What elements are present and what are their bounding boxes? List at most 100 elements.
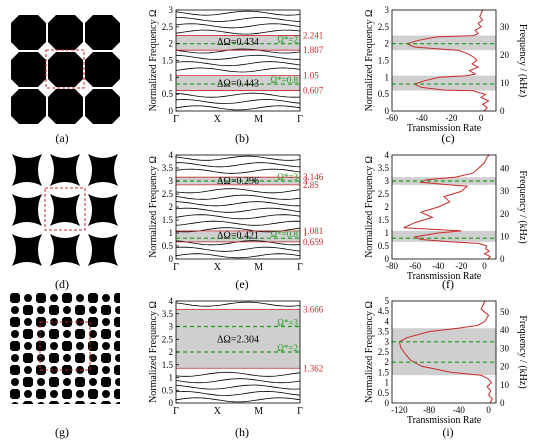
y-tick-label: 4.5 <box>378 306 390 316</box>
band-branch <box>176 162 301 168</box>
y-tick-label: 3.5 <box>162 163 174 173</box>
x-tick-label: -40 <box>453 405 465 415</box>
y-tick-label: 3.5 <box>378 327 390 337</box>
target-frequency-label: Ω*=2 <box>277 343 298 353</box>
right-y-tick-label: 10 <box>500 78 510 88</box>
y-tick-label: 4 <box>385 150 390 160</box>
transmission-curve <box>405 9 490 112</box>
plot-frame <box>391 9 497 112</box>
band-branch <box>175 378 301 384</box>
band-chart-b: Ω*=2 Ω*=0.8 ΔΩ=0.434 ΔΩ=0.443 2.241 1.807 1.05… <box>148 5 324 125</box>
y-tick-label: 2 <box>385 202 390 212</box>
gap-width-label: ΔΩ=2.304 <box>217 334 259 345</box>
y-tick-label: 3 <box>385 176 390 186</box>
target-frequency-label: Ω*=2 <box>277 35 298 45</box>
unit-cell-d <box>8 150 122 268</box>
x-tick-label: -60 <box>409 261 421 271</box>
band-gap <box>176 177 300 185</box>
y-tick-label: 1 <box>169 373 174 383</box>
unit-cell-outline-d <box>44 187 86 231</box>
band-branch <box>175 397 301 403</box>
y-tick-label: 1 <box>385 378 390 388</box>
unit-cell-outline-g <box>39 321 91 371</box>
right-y-axis-label: Frequency / (kHz) <box>517 170 528 243</box>
panel-label-f: (f) <box>442 277 454 291</box>
y-tick-label: 2 <box>385 39 390 49</box>
right-y-tick-label: 10 <box>500 380 510 390</box>
y-tick-label: 2.5 <box>378 347 390 357</box>
band-branch <box>175 371 301 377</box>
y-tick-label: 0.5 <box>378 241 390 251</box>
y-tick-label: 3 <box>169 322 174 332</box>
gap-width-label: ΔΩ=0.421 <box>217 231 259 242</box>
x-tick-label: M <box>254 406 263 417</box>
band-gap <box>176 75 300 91</box>
gap-width-label: ΔΩ=0.434 <box>217 37 259 48</box>
x-tick-label: Γ <box>173 114 179 125</box>
y-tick-label: 0.5 <box>378 388 390 398</box>
y-tick-label: 1.5 <box>162 56 174 66</box>
y-tick-label: 1.5 <box>162 360 174 370</box>
transmission-curve <box>403 154 492 260</box>
charts: Ω*=2 Ω*=0.8 ΔΩ=0.434 ΔΩ=0.443 2.241 1.807 1.05… <box>148 5 528 426</box>
right-y-tick-label: 20 <box>500 362 510 372</box>
y-tick-label: 2.5 <box>162 22 174 32</box>
x-tick-label: -40 <box>416 113 428 123</box>
y-tick-label: 2 <box>169 202 174 212</box>
band-branch <box>175 54 300 60</box>
y-tick-label: 1.5 <box>378 367 390 377</box>
y-tick-label: 0.5 <box>162 385 174 395</box>
band-branch <box>175 92 301 98</box>
band-branch <box>175 220 301 226</box>
y-tick-label: 0.5 <box>162 241 174 251</box>
band-branch <box>175 29 301 35</box>
x-tick-label: -80 <box>423 405 435 415</box>
band-gap <box>176 35 300 51</box>
y-tick-label: 2.5 <box>378 22 390 32</box>
right-y-tick-label: 30 <box>500 22 510 32</box>
y-tick-label: 3.5 <box>162 309 174 319</box>
unit-cell-outline-a <box>45 49 85 89</box>
y-tick-label: 0 <box>385 398 390 408</box>
y-tick-label: 1.5 <box>162 215 174 225</box>
band-branch <box>175 253 301 259</box>
gap-edge-label: 1.807 <box>303 45 324 55</box>
gap-edge-label: 0.659 <box>303 237 324 247</box>
gap-width-label: ΔΩ=0.443 <box>217 78 259 89</box>
panel-label-c: (c) <box>441 131 454 145</box>
band-gap <box>392 75 496 91</box>
y-tick-label: 5 <box>385 296 390 306</box>
y-tick-label: 3 <box>169 5 174 15</box>
right-y-axis-label: Frequency / (kHz) <box>517 24 528 97</box>
panel-label-g: (g) <box>55 425 69 439</box>
y-tick-label: 3 <box>169 176 174 186</box>
y-tick-label: 3.5 <box>378 163 390 173</box>
right-y-tick-label: 0 <box>500 106 505 116</box>
right-y-tick-label: 30 <box>500 343 510 353</box>
y-tick-label: 0 <box>169 254 174 264</box>
x-tick-label: M <box>254 262 263 273</box>
y-tick-label: 4 <box>169 150 174 160</box>
gap-edge-label: 1.05 <box>303 71 319 81</box>
y-axis-label: Normalized Frequency Ω <box>148 156 159 258</box>
y-axis-label: Normalized Frequency Ω <box>364 10 375 112</box>
x-tick-label: Γ <box>297 406 303 417</box>
y-tick-label: 3 <box>385 5 390 15</box>
x-tick-label: 0 <box>482 261 487 271</box>
y-tick-label: 1 <box>385 72 390 82</box>
x-tick-label: 0 <box>486 405 491 415</box>
band-branch <box>175 23 301 29</box>
y-tick-label: 1.5 <box>378 215 390 225</box>
band-gap <box>392 35 496 51</box>
y-tick-label: 1 <box>169 72 174 82</box>
band-gap <box>176 230 300 242</box>
gap-edge-label: 2.85 <box>303 180 319 190</box>
panel-label-h: (h) <box>235 425 249 439</box>
gap-edge-label: 1.362 <box>303 363 323 373</box>
right-y-tick-label: 20 <box>500 209 510 219</box>
band-branch <box>175 155 301 161</box>
band-gap <box>392 230 496 242</box>
y-tick-label: 4 <box>169 296 174 306</box>
x-tick-label: Γ <box>297 114 303 125</box>
